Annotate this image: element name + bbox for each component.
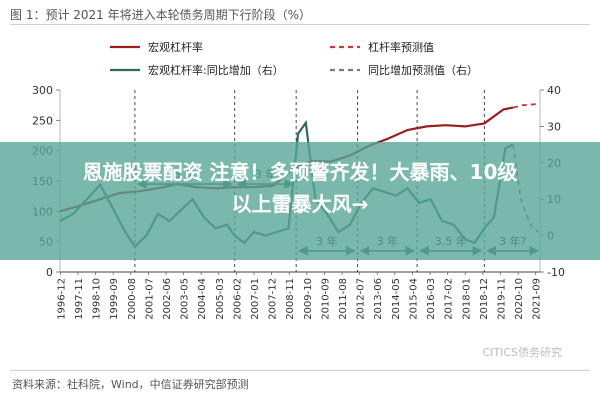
x-tick-label: 2014-05 — [391, 278, 402, 320]
legend-label: 宏观杠杆率 — [148, 40, 203, 54]
x-tick-label: 2002-06 — [162, 278, 173, 320]
y-right-tick-label: 40 — [547, 84, 561, 97]
headline-line-2[interactable]: 以上雷暴大风→ — [231, 192, 369, 216]
x-tick-label: 2008-11 — [285, 278, 296, 320]
x-tick-label: 2013-06 — [373, 278, 384, 320]
y-left-tick-label: 300 — [32, 84, 53, 97]
legend-label: 杠杆率预测值 — [368, 40, 434, 54]
x-tick-label: 2006-02 — [232, 278, 243, 320]
x-tick-label: 2018-12 — [479, 278, 490, 320]
x-tick-label: 1996-12 — [56, 278, 67, 320]
x-tick-label: 2017-02 — [444, 278, 455, 320]
x-tick-label: 2007-12 — [268, 278, 279, 320]
x-tick-label: 2011-08 — [338, 278, 349, 320]
x-tick-label: 2020-10 — [514, 278, 525, 320]
x-tick-label: 2003-05 — [180, 278, 191, 320]
x-tick-label: 2009-10 — [303, 278, 314, 320]
y-right-tick-label: 30 — [547, 120, 561, 133]
x-tick-label: 2007-01 — [250, 278, 261, 320]
x-tick-label: 1997-11 — [74, 278, 85, 320]
legend-label: 宏观杠杆率:同比增加（右） — [148, 63, 284, 77]
legend-label: 同比增加预测值（右） — [368, 63, 478, 77]
x-tick-label: 2018-01 — [461, 278, 472, 320]
x-tick-label: 2019-11 — [496, 278, 507, 320]
watermark: CITICS债务研究 — [482, 346, 562, 359]
x-tick-label: 2015-04 — [408, 278, 419, 320]
source-divider — [10, 370, 590, 371]
y-right-tick-label: -10 — [547, 266, 565, 279]
x-tick-label: 2000-08 — [127, 278, 138, 320]
x-tick-label: 2005-03 — [215, 278, 226, 320]
figure-title: 图 1：预计 2021 年将进入本轮债务周期下行阶段（%） — [10, 8, 312, 22]
source-note: 资料来源：社科院，Wind，中信证券研究部预测 — [12, 378, 249, 391]
x-axis: 1996-12 1997-11 1998-10 1999-09 2000-08 2001-… — [56, 272, 543, 320]
headline-banner[interactable] — [0, 142, 600, 260]
title-divider — [10, 24, 590, 25]
x-tick-label: 2012-07 — [356, 278, 367, 320]
headline-text[interactable]: 恩施股票配资 注意！多预警齐发！大暴雨、10级 以上雷暴大风→ — [0, 156, 600, 220]
x-tick-label: 2004-04 — [197, 278, 208, 320]
y-left-tick-label: 0 — [46, 266, 53, 279]
x-tick-label: 2010-09 — [320, 278, 331, 320]
series-line — [512, 103, 539, 109]
y-left-tick-label: 250 — [32, 114, 53, 127]
x-tick-label: 2016-03 — [426, 278, 437, 320]
x-tick-label: 2021-09 — [532, 278, 543, 320]
x-tick-label: 1998-10 — [92, 278, 103, 320]
x-tick-label: 2001-07 — [144, 278, 155, 320]
headline-line-1[interactable]: 恩施股票配资 注意！多预警齐发！大暴雨、10级 — [82, 160, 518, 184]
x-tick-label: 1999-09 — [109, 278, 120, 320]
